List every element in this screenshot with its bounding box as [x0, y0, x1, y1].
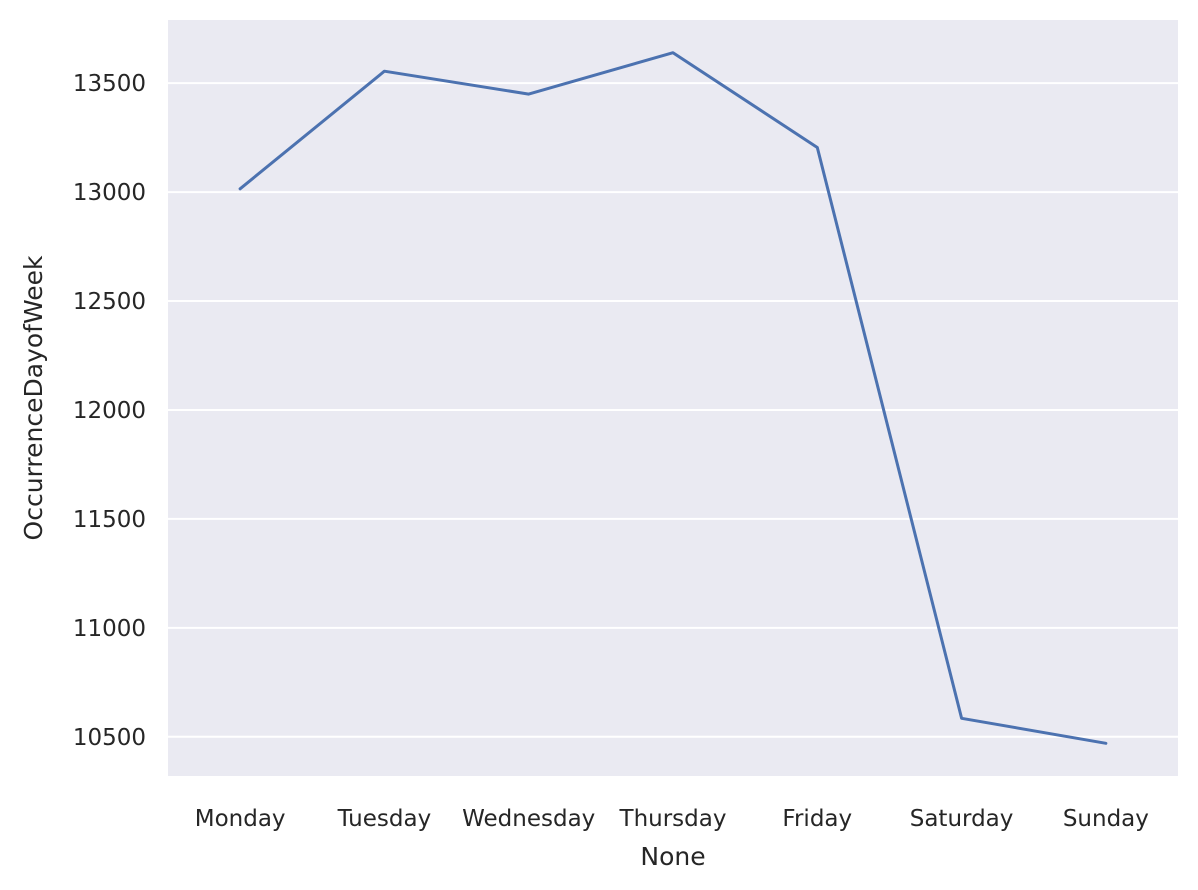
y-axis-label: OccurrenceDayofWeek — [19, 255, 48, 540]
y-tick-label: 12000 — [73, 398, 146, 424]
x-axis-ticks: Monday Tuesday Wednesday Thursday Friday Satu… — [195, 806, 1149, 832]
y-tick-label: 11500 — [73, 507, 146, 533]
y-tick-label: 11000 — [73, 616, 146, 642]
y-tick-label: 12500 — [73, 289, 146, 315]
x-tick-label: Thursday — [619, 806, 727, 832]
x-tick-label: Friday — [782, 806, 852, 832]
x-tick-label: Sunday — [1063, 806, 1149, 832]
series-layer — [238, 51, 1108, 745]
y-axis-ticks: 10500 11000 11500 12000 12500 13000 13500 — [73, 71, 146, 751]
x-axis-label: None — [640, 842, 705, 871]
gridlines — [168, 82, 1178, 738]
y-tick-label: 13000 — [73, 180, 146, 206]
x-tick-label: Monday — [195, 806, 286, 832]
series-line-0 — [238, 51, 1108, 745]
x-tick-label: Wednesday — [462, 806, 595, 832]
y-tick-label: 13500 — [73, 71, 146, 97]
y-tick-label: 10500 — [73, 725, 146, 751]
x-tick-label: Tuesday — [337, 806, 432, 832]
x-tick-label: Saturday — [910, 806, 1014, 832]
plot-area — [168, 20, 1178, 776]
